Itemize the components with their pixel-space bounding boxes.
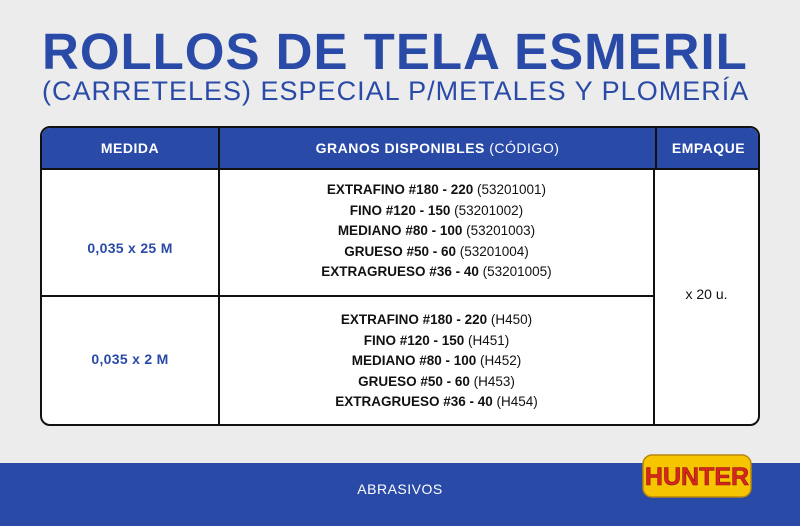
column-divider [218,170,220,424]
column-divider [653,170,655,424]
grain-code: (H454) [496,394,538,409]
grain-code: (H451) [468,332,510,348]
header-granos: GRANOS DISPONIBLES (CÓDIGO) [218,128,655,168]
grain-row: MEDIANO #80 - 100 (53201003) [220,221,653,242]
logo-text: HUNTER [645,463,749,491]
grain-name: EXTRAGRUESO #36 - 40 [335,394,493,409]
grain-name: EXTRAFINO #180 - 220 [340,312,488,327]
grain-row: EXTRAGRUESO #36 - 40 (H454) [220,392,653,413]
grain-name: GRUESO #50 - 60 [344,243,456,259]
header-codigo-label: (CÓDIGO) [489,140,560,156]
empaque-cell: x 20 u. [685,286,728,302]
grains-cell: EXTRAFINO #180 - 220 (53201001) FINO #12… [220,180,653,283]
grain-name: GRUESO #50 - 60 [358,373,470,389]
grains-cell: EXTRAFINO #180 - 220 (H450) FINO #120 - … [220,310,653,413]
grain-name: EXTRAFINO #180 - 220 [326,182,474,197]
grain-code: (53201005) [482,264,552,279]
grain-code: (53201001) [477,182,547,197]
grain-name: MEDIANO #80 - 100 [351,353,477,368]
grain-code: (53201004) [459,243,529,259]
grain-row: FINO #120 - 150 (H451) [220,331,653,352]
grain-code: (53201002) [454,202,524,218]
grain-code: (53201003) [466,223,536,238]
hunter-logo: HUNTER [642,454,752,498]
grain-row: MEDIANO #80 - 100 (H452) [220,351,653,372]
grain-name: EXTRAGRUESO #36 - 40 [321,264,479,279]
grain-code: (H453) [473,373,515,389]
page-title: ROLLOS DE TELA ESMERIL [42,23,748,80]
grain-name: MEDIANO #80 - 100 [337,223,463,238]
medida-cell: 0,035 x 2 M [91,351,169,367]
header-medida: MEDIDA [100,140,160,156]
row-divider [42,295,653,297]
grain-code: (H452) [480,353,522,368]
grain-row: EXTRAFINO #180 - 220 (H450) [220,310,653,331]
page-subtitle: (CARRETELES) ESPECIAL P/METALES Y PLOMER… [42,76,750,106]
footer-category: ABRASIVOS [357,481,443,497]
table-header: MEDIDA GRANOS DISPONIBLES (CÓDIGO) EMPAQ… [42,128,758,170]
medida-cell: 0,035 x 25 M [87,240,173,256]
header-empaque: EMPAQUE [655,128,758,168]
grain-name: FINO #120 - 150 [349,202,451,218]
grain-row: GRUESO #50 - 60 (H453) [220,372,653,393]
product-table: MEDIDA GRANOS DISPONIBLES (CÓDIGO) EMPAQ… [40,126,760,426]
grain-row: EXTRAFINO #180 - 220 (53201001) [220,180,653,201]
header-granos-label: GRANOS DISPONIBLES [315,140,485,156]
logo-background [642,454,752,498]
grain-code: (H450) [490,312,533,327]
grain-name: FINO #120 - 150 [363,332,465,348]
grain-row: GRUESO #50 - 60 (53201004) [220,242,653,263]
grain-row: FINO #120 - 150 (53201002) [220,201,653,222]
grain-row: EXTRAGRUESO #36 - 40 (53201005) [220,262,653,283]
